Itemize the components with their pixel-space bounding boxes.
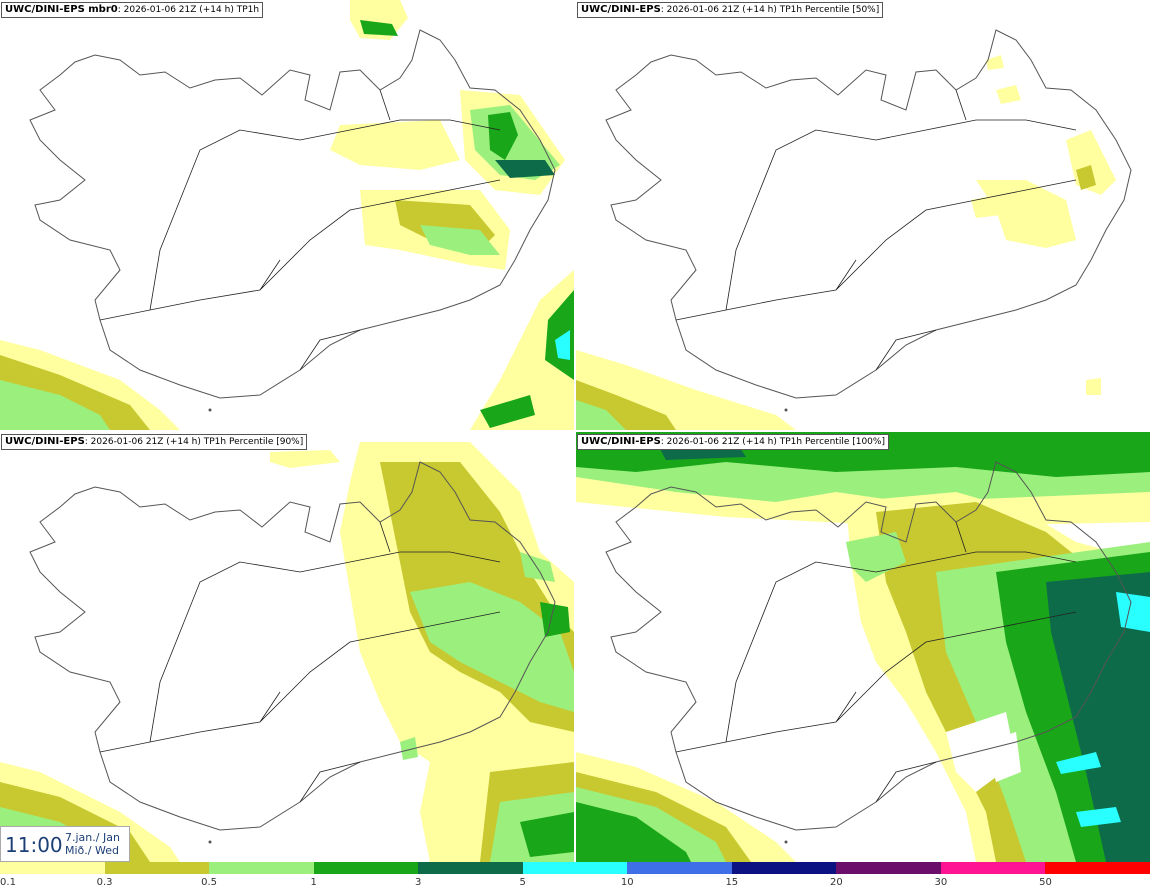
legend-swatch [418, 862, 524, 874]
valid-date-line1: 7.jan./ Jan [65, 831, 120, 844]
map-panel-p50: UWC/DINI-EPS: 2026-01-06 21Z (+14 h) TP1… [576, 0, 1150, 430]
legend-label: 20 [829, 877, 843, 888]
legend-label: 3 [414, 877, 422, 888]
road-network [675, 89, 1077, 371]
map-p90 [0, 442, 574, 862]
legend-swatch [836, 862, 942, 874]
legend-swatch [1045, 862, 1150, 874]
map-mbr0 [0, 0, 574, 430]
panel-title-model: UWC/DINI-EPS mbr0 [5, 4, 118, 15]
panel-title: UWC/DINI-EPS: 2026-01-06 21Z (+14 h) TP1… [1, 434, 308, 450]
valid-time-date: 7.jan./ Jan Mið./ Wed [65, 831, 120, 857]
panel-title: UWC/DINI-EPS mbr0: 2026-01-06 21Z (+14 h… [1, 2, 264, 18]
road-network [99, 521, 501, 803]
panel-title-detail: : 2026-01-06 21Z (+14 h) TP1h [117, 5, 260, 15]
panel-title-model: UWC/DINI-EPS [581, 436, 661, 447]
legend-label: 0.1 [0, 877, 16, 888]
legend-label: 1 [310, 877, 317, 888]
legend-label: 0.5 [201, 877, 218, 888]
panel-title-detail: : 2026-01-06 21Z (+14 h) TP1h Percentile… [84, 437, 304, 447]
road-network [99, 89, 501, 371]
precip-field [576, 55, 1116, 430]
legend-label: 30 [934, 877, 948, 888]
legend-swatch [940, 862, 1046, 874]
panel-title: UWC/DINI-EPS: 2026-01-06 21Z (+14 h) TP1… [577, 2, 884, 18]
legend-swatch [627, 862, 733, 874]
map-panel-p100: UWC/DINI-EPS: 2026-01-06 21Z (+14 h) TP1… [576, 432, 1150, 862]
panel-title: UWC/DINI-EPS: 2026-01-06 21Z (+14 h) TP1… [577, 434, 889, 450]
panel-title-model: UWC/DINI-EPS [581, 4, 661, 15]
valid-time-clock: 11:00 [5, 833, 63, 857]
legend-swatch [313, 862, 419, 874]
iceland-coastline [29, 29, 556, 399]
legend-swatch [104, 862, 210, 874]
precip-color-legend: 0.1 0.3 0.5 1 3 5 10 15 20 30 50 [0, 862, 1150, 891]
legend-label: 10 [620, 877, 634, 888]
road-network [675, 521, 1077, 803]
precip-field [0, 0, 574, 430]
iceland-coastline [29, 461, 556, 831]
precip-field [576, 432, 1150, 862]
panel-title-detail: : 2026-01-06 21Z (+14 h) TP1h Percentile… [660, 437, 885, 447]
map-panel-mbr0: UWC/DINI-EPS mbr0: 2026-01-06 21Z (+14 h… [0, 0, 574, 430]
iceland-coastline [605, 461, 1132, 831]
legend-label: 0.3 [96, 877, 113, 888]
legend-swatch [209, 862, 315, 874]
valid-time-box: 11:00 7.jan./ Jan Mið./ Wed [0, 826, 130, 862]
legend-label: 50 [1039, 877, 1052, 888]
valid-date-line2: Mið./ Wed [65, 844, 119, 857]
map-p100 [576, 432, 1150, 862]
legend-swatch [522, 862, 628, 874]
legend-label: 15 [725, 877, 739, 888]
legend-swatch [731, 862, 837, 874]
map-panel-p90: UWC/DINI-EPS: 2026-01-06 21Z (+14 h) TP1… [0, 432, 574, 862]
iceland-coastline [605, 29, 1132, 399]
panel-title-model: UWC/DINI-EPS [5, 436, 85, 447]
panel-title-detail: : 2026-01-06 21Z (+14 h) TP1h Percentile… [660, 5, 880, 15]
legend-label: 5 [519, 877, 526, 888]
legend-swatch [0, 862, 105, 874]
panel-divider-horizontal [0, 430, 1150, 432]
map-p50 [576, 29, 1132, 430]
